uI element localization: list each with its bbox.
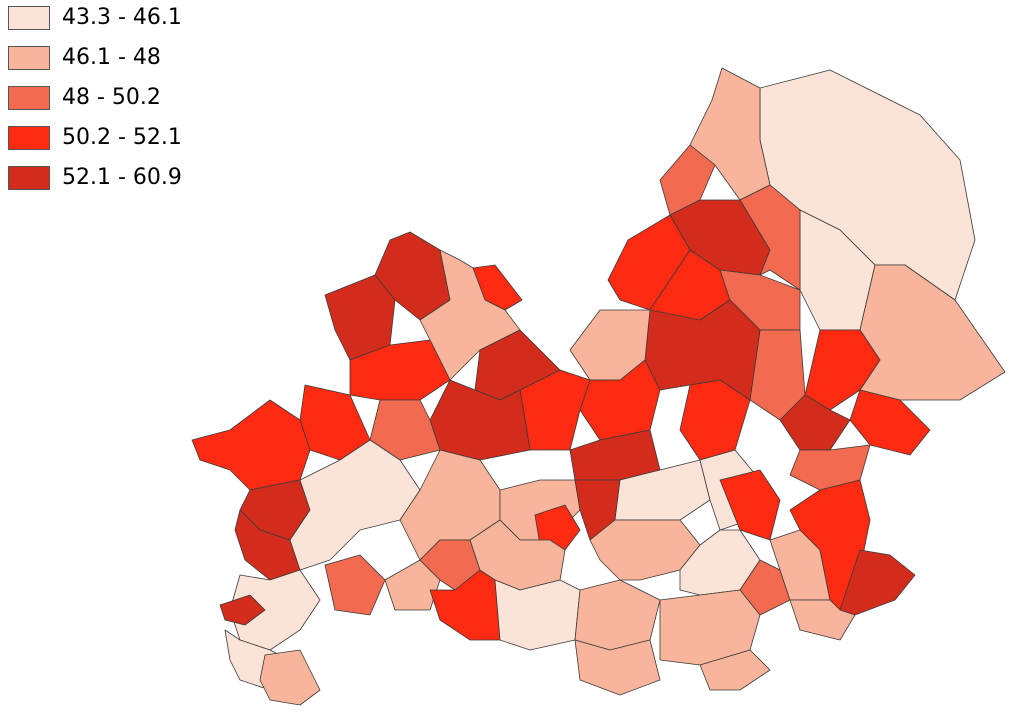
map-region — [349, 339, 451, 401]
legend-label: 48 - 50.2 — [62, 85, 161, 110]
municipality-regions — [191, 67, 1006, 706]
map-region — [699, 649, 771, 691]
legend-item: 43.3 - 46.1 — [8, 4, 208, 34]
legend-swatch — [8, 86, 50, 110]
legend-swatch — [8, 46, 50, 70]
legend-item: 50.2 - 52.1 — [8, 124, 208, 154]
map-region — [289, 439, 421, 571]
map-region — [719, 469, 781, 541]
map-region — [324, 554, 386, 616]
map-region — [859, 264, 1006, 401]
map-region — [569, 429, 661, 481]
map-region — [574, 579, 661, 651]
legend-label: 43.3 - 46.1 — [62, 5, 182, 30]
legend-label: 52.1 - 60.9 — [62, 165, 182, 190]
map-region — [219, 594, 266, 626]
legend-item: 48 - 50.2 — [8, 84, 208, 114]
map-region — [574, 639, 661, 696]
legend-swatch — [8, 166, 50, 190]
legend-item: 52.1 - 60.9 — [8, 164, 208, 194]
map-region — [191, 399, 311, 491]
legend-swatch — [8, 126, 50, 150]
map-region — [579, 359, 661, 441]
legend-item: 46.1 - 48 — [8, 44, 208, 74]
map-region — [259, 649, 321, 706]
map-region — [789, 599, 856, 641]
legend-label: 46.1 - 48 — [62, 45, 161, 70]
map-region — [494, 579, 581, 651]
legend-swatch — [8, 6, 50, 30]
legend-label: 50.2 - 52.1 — [62, 125, 182, 150]
map-region — [739, 184, 801, 291]
map-region — [659, 589, 761, 666]
